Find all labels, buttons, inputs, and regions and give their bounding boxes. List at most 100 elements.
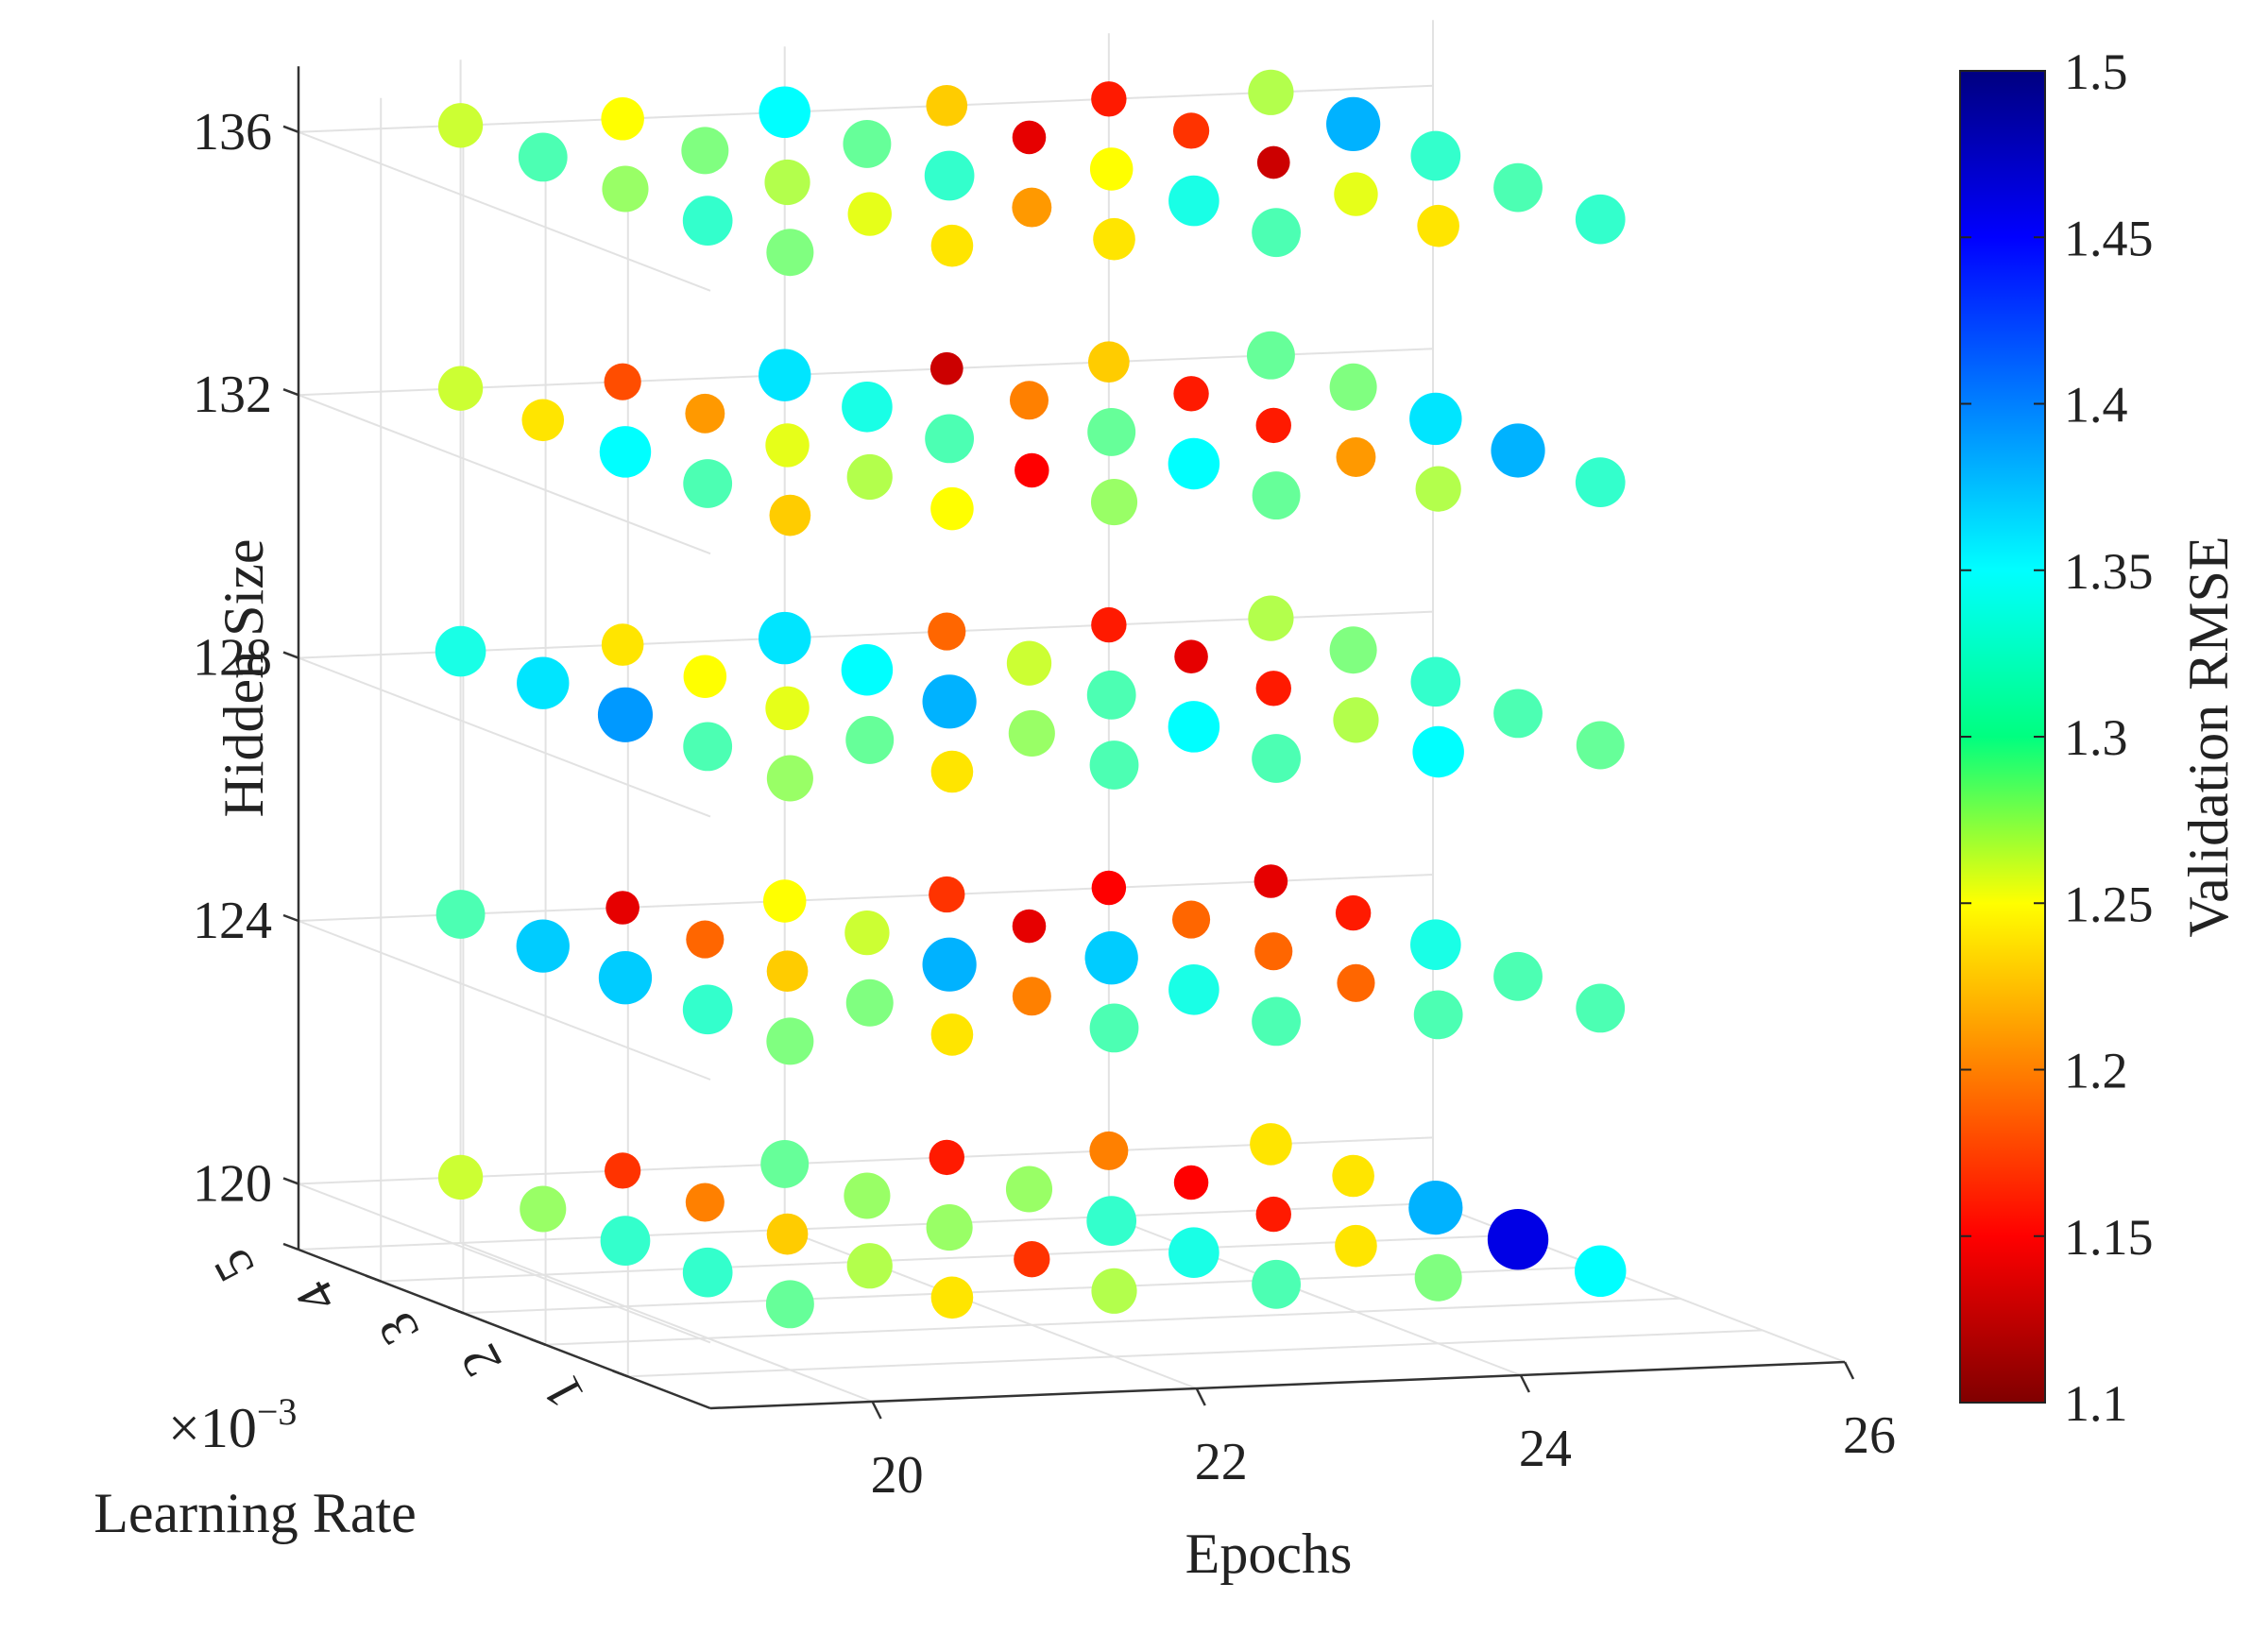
data-point [1168,175,1219,227]
data-point [842,382,893,433]
x-tick-mark [1519,1374,1530,1393]
data-point [929,876,965,913]
data-point [605,891,639,925]
data-point [1090,479,1138,526]
data-point [1417,204,1459,247]
data-point [1086,670,1136,720]
y-tick-label: 5 [202,1240,266,1291]
data-point [1326,96,1381,151]
data-point [1333,697,1379,743]
colorbar-tick-label: 1.15 [2064,1209,2154,1266]
data-point [1086,1196,1137,1246]
x-tick-label: 22 [1195,1433,1248,1491]
y-tick-mark [447,1306,464,1315]
x-tick-mark [1843,1361,1855,1380]
y-axis-multiplier: ×10−3 [168,1390,297,1459]
data-point [1410,130,1461,181]
data-point [1084,931,1138,985]
data-point [1415,466,1461,512]
data-point [686,920,725,959]
z-tick-mark [282,913,299,923]
data-point [1089,1003,1139,1053]
z-tick-label: 120 [193,1154,272,1213]
y-tick-label: 1 [532,1367,596,1418]
data-point [1006,640,1052,686]
data-point [766,229,814,277]
data-point [681,127,729,175]
data-point [1008,709,1055,757]
colorbar-tick-label: 1.45 [2064,210,2154,266]
y-axis-line [298,1248,711,1410]
data-point [516,919,570,973]
data-point [1410,656,1461,707]
data-point [1014,1241,1050,1278]
data-point [846,453,893,501]
data-point [1254,932,1293,971]
data-point [1252,996,1301,1047]
data-point [604,363,641,400]
y-tick-mark [612,1370,629,1378]
data-point [765,423,810,468]
x-axis-line [709,1360,1846,1410]
floor-grid-line [298,1202,1434,1251]
data-point [1173,1165,1209,1200]
data-point [1168,964,1219,1015]
data-point [846,1243,893,1289]
data-point [1168,437,1220,490]
floor-grid-line [463,1266,1598,1315]
data-point [1336,437,1376,477]
data-point [762,879,807,923]
data-point [1012,977,1051,1016]
data-point [766,1017,814,1065]
data-point [922,674,977,729]
data-point [1493,689,1543,739]
data-point [1575,457,1626,507]
data-point [597,687,654,742]
data-point [1491,423,1545,478]
data-point [922,937,977,992]
y-tick-label: 3 [367,1303,432,1354]
data-point [435,890,486,939]
data-point [930,750,974,793]
data-point [683,655,727,698]
data-point [844,1172,891,1219]
y-multiplier-base: ×10 [168,1397,257,1459]
colorbar-label: Validation RMSE [2177,536,2240,937]
data-point [765,1280,814,1329]
back-wall-grid-line [298,84,1434,133]
colorbar-tick-label: 1.2 [2064,1043,2128,1099]
data-point [769,494,811,536]
data-point [1168,701,1220,753]
data-point [1015,452,1049,488]
data-point [1012,909,1047,944]
data-point [1408,1181,1463,1235]
z-tick-label: 124 [193,892,272,950]
side-wall-grid-line [298,920,711,1081]
data-point [518,132,568,182]
data-point [1089,147,1134,191]
data-point [1255,671,1291,706]
data-point [1413,990,1463,1040]
colorbar-tick-label: 1.3 [2064,709,2128,766]
data-point [1576,721,1625,770]
data-point [1172,900,1211,939]
y-axis-label: Learning Rate [94,1482,417,1544]
data-point [1250,1123,1292,1166]
data-point [1252,1259,1301,1309]
data-point [1087,407,1136,456]
data-point [1576,983,1626,1033]
back-wall-grid-line [298,874,1434,922]
z-tick-mark [282,651,299,659]
data-point [1168,1227,1219,1278]
data-point [520,1185,567,1233]
floor-grid-line [545,1297,1680,1346]
data-point [437,1154,484,1200]
colorbar-tick-label: 1.25 [2064,876,2154,932]
back-wall-grid-line [298,1136,1434,1185]
data-point [1493,951,1543,1001]
colorbar-tick-label: 1.1 [2064,1375,2128,1432]
data-point [841,643,894,696]
data-point [1174,639,1208,673]
data-point [928,612,966,651]
data-point [1172,112,1210,149]
